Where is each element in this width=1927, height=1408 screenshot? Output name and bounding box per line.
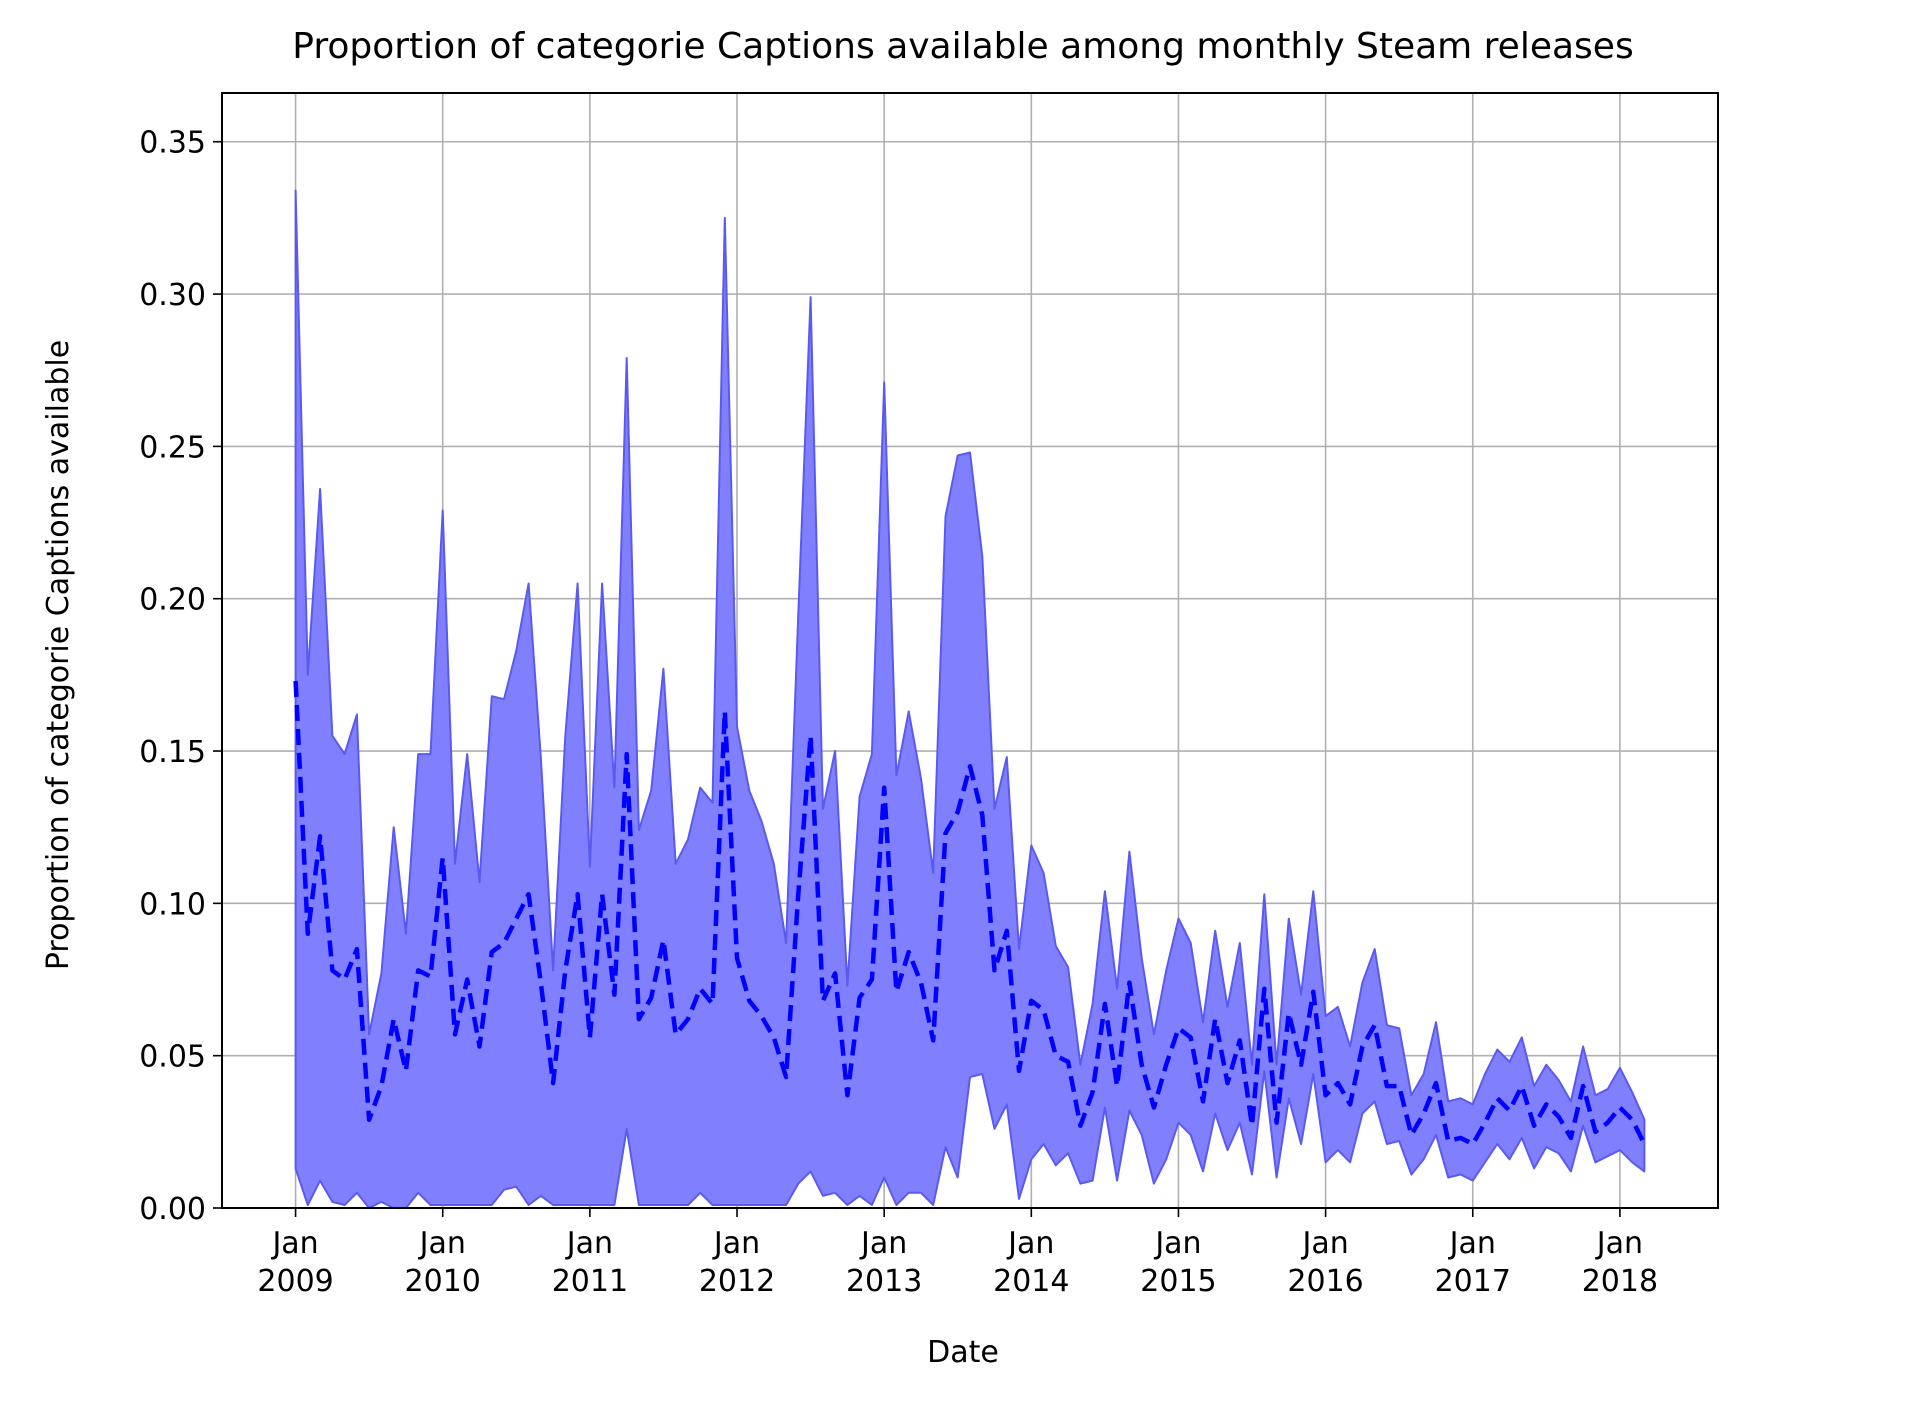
y-tick-label: 0.20 bbox=[139, 583, 206, 618]
x-tick-label-year: 2010 bbox=[405, 1264, 481, 1299]
x-tick-label-month: Jan bbox=[712, 1226, 760, 1261]
x-tick-label-month: Jan bbox=[418, 1226, 466, 1261]
x-tick-label-year: 2018 bbox=[1582, 1264, 1658, 1299]
x-tick-label-month: Jan bbox=[859, 1226, 907, 1261]
x-tick-label-year: 2012 bbox=[699, 1264, 775, 1299]
x-tick-label-month: Jan bbox=[1448, 1226, 1496, 1261]
y-tick-label: 0.30 bbox=[139, 278, 206, 313]
chart-title: Proportion of categorie Captions availab… bbox=[292, 26, 1633, 67]
x-tick-label-year: 2013 bbox=[846, 1264, 922, 1299]
y-tick-label: 0.05 bbox=[139, 1040, 206, 1075]
x-tick-label-month: Jan bbox=[1153, 1226, 1201, 1261]
x-tick-label-month: Jan bbox=[1006, 1226, 1054, 1261]
y-tick-label: 0.35 bbox=[139, 126, 206, 161]
x-tick-label-month: Jan bbox=[565, 1226, 613, 1261]
x-tick-label-year: 2014 bbox=[993, 1264, 1069, 1299]
x-axis-label: Date bbox=[927, 1335, 999, 1370]
x-tick-label-year: 2015 bbox=[1140, 1264, 1216, 1299]
y-axis-label: Proportion of categorie Captions availab… bbox=[41, 340, 76, 970]
x-tick-label-month: Jan bbox=[1300, 1226, 1348, 1261]
y-tick-label: 0.00 bbox=[139, 1192, 206, 1227]
x-tick-label-month: Jan bbox=[270, 1226, 318, 1261]
y-tick-label: 0.10 bbox=[139, 887, 206, 922]
x-tick-label-year: 2011 bbox=[552, 1264, 628, 1299]
x-tick-label-year: 2016 bbox=[1287, 1264, 1363, 1299]
x-tick-label-month: Jan bbox=[1595, 1226, 1643, 1261]
x-tick-label-year: 2009 bbox=[257, 1264, 333, 1299]
x-tick-label-year: 2017 bbox=[1435, 1264, 1511, 1299]
y-tick-label: 0.15 bbox=[139, 735, 206, 770]
y-tick-label: 0.25 bbox=[139, 430, 206, 465]
